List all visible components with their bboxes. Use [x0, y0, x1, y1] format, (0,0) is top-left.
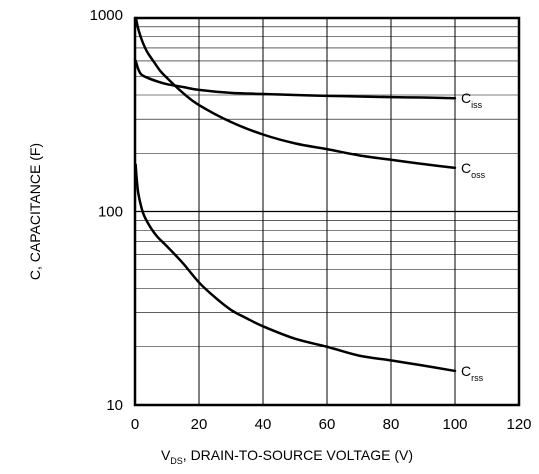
x-tick-label: 40: [255, 416, 272, 433]
x-axis-title: VDS, DRAIN-TO-SOURCE VOLTAGE (V): [161, 447, 413, 466]
x-tick-label: 80: [383, 416, 400, 433]
series-label-coss: Coss: [461, 160, 486, 180]
x-tick-label: 20: [191, 416, 208, 433]
x-tick-labels: 0 20 40 60 80 100 120: [131, 416, 532, 433]
series-label-main: C: [461, 90, 471, 106]
y-tick-label: 1000: [90, 7, 123, 24]
series-label-main: C: [461, 363, 471, 379]
series-label-sub: oss: [471, 170, 486, 180]
series-line-coss: [134, 16, 457, 170]
series-label-crss: Crss: [461, 363, 484, 383]
y-axis-title: C, CAPACITANCE (F): [27, 143, 43, 280]
series-label-main: C: [461, 160, 471, 176]
x-axis-title-subscript: DS: [170, 456, 183, 466]
series-label-ciss: Ciss: [461, 90, 483, 110]
y-tick-label: 100: [98, 204, 123, 221]
x-tick-label: 60: [319, 416, 336, 433]
series-layer: [133, 16, 457, 373]
series-label-sub: iss: [471, 100, 482, 110]
x-tick-label: 120: [506, 416, 531, 433]
series-line-crss: [134, 163, 457, 373]
x-axis-title-suffix: , DRAIN-TO-SOURCE VOLTAGE (V): [183, 447, 413, 463]
y-tick-label: 10: [106, 397, 123, 414]
x-tick-label: 0: [131, 416, 139, 433]
x-axis-title-prefix: V: [161, 447, 171, 463]
series-label-sub: rss: [471, 373, 483, 383]
x-tick-label: 100: [442, 416, 467, 433]
series-line-ciss: [133, 58, 457, 100]
plot-frame: [133, 16, 521, 407]
y-tick-labels: 10 100 1000: [90, 7, 123, 414]
